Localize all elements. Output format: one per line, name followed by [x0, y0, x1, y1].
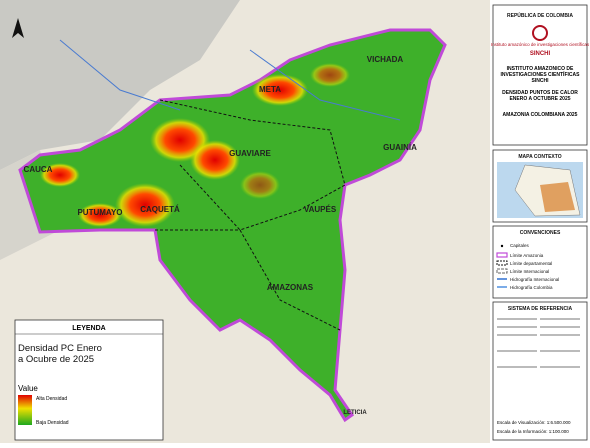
legend-field: Value	[18, 384, 38, 393]
legend-layer: Densidad PC Enero a Ocubre de 2025	[18, 343, 102, 365]
map-label: AMAZONAS	[267, 283, 314, 292]
convention-item: Límite departamental	[510, 261, 552, 266]
context-amazon	[540, 182, 575, 212]
convention-symbols	[496, 244, 508, 288]
heat-spots	[40, 63, 350, 227]
map-label: META	[259, 85, 281, 94]
convention-item: Límite Internacional	[510, 269, 549, 274]
context-title: MAPA CONTEXTO	[518, 154, 561, 160]
region: AMAZONIA COLOMBIANA 2025	[502, 112, 578, 118]
legend-ramp	[18, 395, 32, 425]
terrain	[0, 0, 240, 170]
logo-text: Instituto amazónico de investigaciones c…	[491, 42, 590, 47]
reference-title: SISTEMA DE REFERENCIA	[508, 306, 573, 312]
map-label: VICHADA	[367, 55, 404, 64]
reference-lines	[497, 318, 580, 368]
scale-visual: Escala de Visualización: 1:6.500.000	[497, 420, 571, 425]
institute: INSTITUTO AMAZÓNICO DE INVESTIGACIONES C…	[500, 66, 580, 84]
scale-information: Escala de la Información: 1:100.000	[497, 429, 569, 434]
logo	[532, 25, 548, 41]
map-label: GUAVIARE	[229, 149, 271, 158]
north-arrow	[12, 18, 24, 38]
map-label: CAQUETÁ	[140, 205, 180, 214]
header-box	[492, 4, 588, 146]
convention-item: Límite Amazonia	[510, 253, 544, 258]
legend-layer-box: Densidad PC Enero a Ocubre de 2025	[18, 343, 102, 365]
legend-low: Baja Densidad	[36, 420, 69, 426]
map-label: GUAINÍA	[383, 143, 417, 152]
legend-box	[14, 319, 164, 441]
legend-high: Alta Densidad	[36, 396, 67, 402]
legend-title: LEYENDA	[72, 325, 105, 332]
rivers	[59, 39, 401, 121]
country: REPÚBLICA DE COLOMBIA	[507, 12, 573, 19]
conventions-title: CONVENCIONES	[520, 230, 561, 236]
map-label: PUTUMAYO	[77, 208, 122, 217]
logo-name: SINCHI	[530, 51, 551, 57]
map-title: DENSIDAD PUNTOS DE CALOR ENERO A OCTUBRE…	[502, 90, 578, 102]
map-label: CAUCA	[24, 165, 53, 174]
convention-item: Hidrografía Internacional	[510, 277, 559, 282]
amazon-region	[18, 28, 447, 423]
department-boundaries	[155, 99, 346, 331]
reference-box	[492, 301, 588, 441]
convention-item: Hidrografía Colombia	[510, 285, 553, 290]
map-label: VAUPÉS	[304, 205, 337, 214]
conventions-box	[492, 225, 588, 299]
convention-item: Capitales	[510, 243, 530, 248]
map-label: LETICIA	[343, 410, 367, 416]
